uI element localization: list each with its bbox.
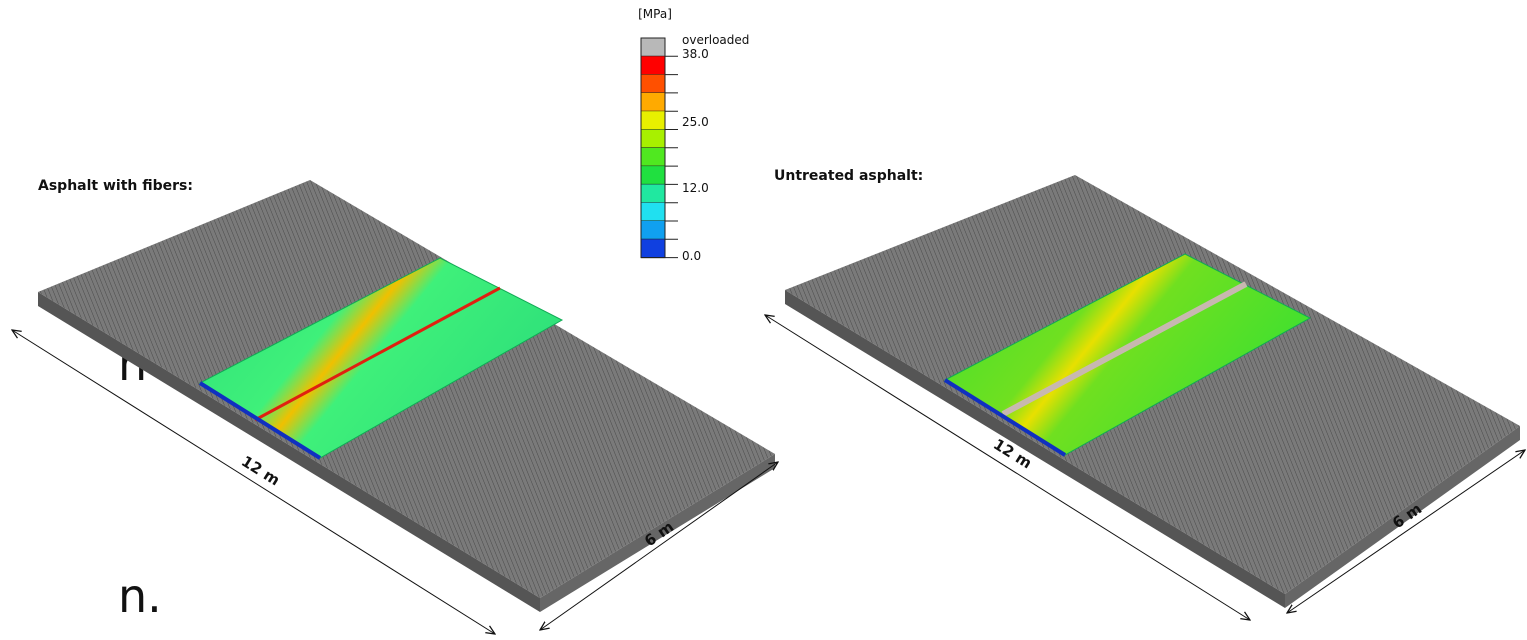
slide-fragment: n. (118, 569, 162, 623)
legend-swatch (641, 239, 665, 258)
legend-swatch (641, 203, 665, 222)
panel-title: Asphalt with fibers: (38, 178, 193, 194)
legend-unit: [MPa] (638, 7, 672, 21)
legend-label: 38.0 (682, 47, 709, 61)
legend-swatch (641, 75, 665, 94)
legend-swatch (641, 184, 665, 203)
figure: n n. 12 m 6 m 12 m 6 m Asphalt with fibe… (0, 0, 1527, 640)
legend-swatch (641, 221, 665, 240)
legend-swatch (641, 130, 665, 149)
legend-swatch (641, 38, 665, 57)
legend-swatch (641, 166, 665, 185)
legend-label: overloaded (682, 33, 749, 47)
legend-swatch (641, 148, 665, 167)
legend-swatch (641, 93, 665, 112)
legend-label: 25.0 (682, 115, 709, 129)
legend-swatch (641, 56, 665, 75)
color-legend: [MPa] overloaded 38.0 25.0 12.0 0.0 (638, 7, 749, 263)
panel-title: Untreated asphalt: (774, 168, 923, 184)
slab-right (785, 175, 1520, 608)
legend-swatch (641, 111, 665, 130)
legend-label: 12.0 (682, 181, 709, 195)
length-label: 12 m (238, 452, 283, 489)
legend-label: 0.0 (682, 249, 701, 263)
